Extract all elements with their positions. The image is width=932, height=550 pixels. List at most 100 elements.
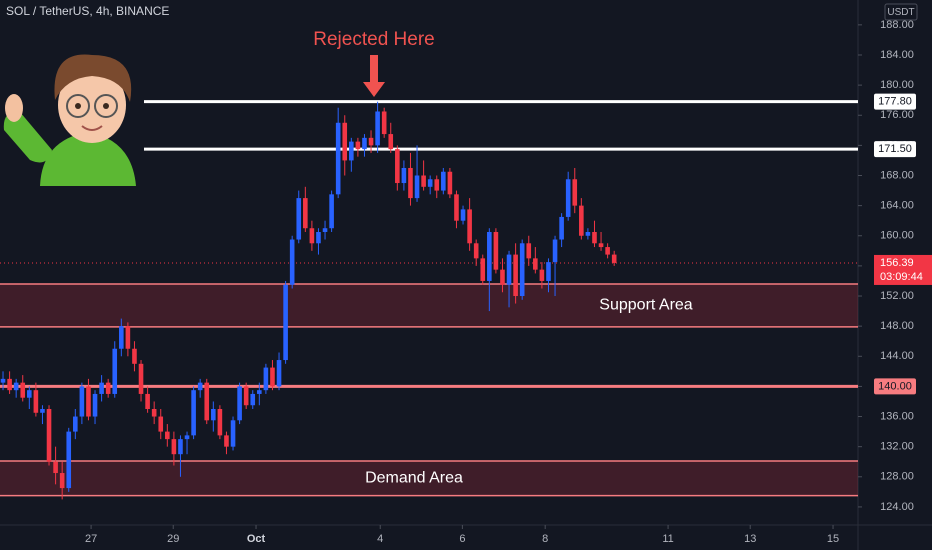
candle-body: [447, 171, 453, 195]
x-tick-label: 6: [459, 533, 465, 545]
zones: Support Area Demand Area: [0, 283, 858, 497]
candle-body: [184, 435, 190, 440]
candle-body: [105, 382, 111, 394]
y-tick-label: 164.00: [880, 200, 914, 212]
candle-body: [66, 431, 72, 489]
candle-body: [533, 258, 538, 270]
candle-body: [46, 409, 52, 462]
symbol-title: SOL / TetherUS, 4h, BINANCE: [6, 4, 169, 18]
candle-body: [178, 439, 183, 455]
candle-body: [73, 416, 78, 432]
candle-body: [13, 382, 19, 391]
hand: [5, 94, 23, 122]
candle-body: [309, 228, 315, 244]
candle-body: [467, 209, 472, 244]
candle-body: [132, 348, 137, 364]
x-tick-label: 4: [377, 533, 383, 545]
candle-body: [197, 382, 203, 391]
candle-body: [191, 390, 196, 436]
candle-body: [454, 194, 459, 221]
x-tick-label: 15: [827, 533, 839, 545]
candle-body: [165, 431, 170, 440]
candle-body: [40, 409, 45, 413]
level-tag-label: 140.00: [878, 380, 912, 392]
zone-label: Demand Area: [365, 470, 463, 487]
candle-body: [546, 262, 551, 281]
candle-body: [362, 137, 367, 150]
candle-body: [224, 435, 229, 447]
candle-body: [381, 111, 387, 135]
candle-body: [335, 122, 341, 195]
y-tick-label: 176.00: [880, 109, 914, 121]
candle-body: [434, 179, 440, 191]
candle-body: [145, 393, 150, 410]
candle-body: [217, 409, 223, 436]
candle-body: [401, 167, 407, 184]
candle-body: [441, 171, 446, 191]
candle-body: [230, 420, 236, 447]
y-tick-label: 152.00: [880, 290, 914, 302]
last-price-label: 156.39: [880, 257, 914, 269]
candle-body: [7, 378, 12, 391]
currency-box: [884, 3, 918, 21]
candle-body: [552, 239, 558, 263]
countdown: 03:09:44: [880, 271, 923, 283]
y-tick-label: 132.00: [880, 441, 914, 453]
level-tag: [874, 141, 916, 158]
y-tick-label: 148.00: [880, 320, 914, 332]
candle-body: [355, 141, 361, 150]
candle-body: [283, 284, 288, 361]
last-price-tag: [874, 254, 932, 285]
y-tick-label: 136.00: [880, 410, 914, 422]
zone-label: Support Area: [599, 297, 693, 314]
level-tag: [874, 378, 916, 395]
candle-body: [322, 228, 328, 232]
face: [58, 67, 126, 143]
candle-body: [342, 122, 348, 161]
zone: [0, 283, 858, 327]
candle-body: [349, 141, 354, 161]
candle-body: [526, 243, 532, 259]
y-tick-label: 188.00: [880, 19, 914, 31]
candle-body: [519, 243, 525, 297]
candle-body: [395, 149, 400, 184]
candle-body: [243, 386, 249, 406]
hair: [54, 54, 132, 102]
candle-body: [125, 326, 131, 349]
candle-body: [513, 254, 518, 297]
candle-body: [257, 390, 262, 394]
candle-body: [460, 209, 466, 221]
y-tick-label: 180.00: [880, 79, 914, 91]
candle-body: [53, 461, 58, 474]
y-tick-label: 184.00: [880, 49, 914, 61]
candle-body: [211, 409, 216, 421]
candle-body: [316, 231, 321, 244]
arrow-head: [363, 82, 385, 97]
candle-body: [158, 416, 164, 432]
candle-body: [250, 393, 256, 406]
candle-body: [0, 378, 6, 383]
glasses: [66, 94, 90, 118]
y-tick-label: 128.00: [880, 471, 914, 483]
arrow-shaft: [370, 55, 378, 83]
candle-body: [329, 194, 334, 229]
candle-body: [27, 390, 32, 398]
mouth: [81, 125, 103, 131]
candle-body: [592, 231, 597, 244]
candle-body: [579, 205, 584, 236]
candle-body: [99, 382, 104, 394]
arrow: [363, 55, 385, 97]
x-tick-label: 13: [744, 533, 756, 545]
eye: [103, 103, 109, 109]
candle-body: [151, 409, 157, 417]
candle-body: [408, 167, 413, 199]
candle-body: [368, 137, 374, 146]
level-tag-label: 177.80: [878, 96, 912, 108]
candle-body: [500, 269, 505, 285]
candle-body: [79, 386, 85, 417]
candle-body: [263, 367, 269, 391]
y-tick-label: 168.00: [880, 169, 914, 181]
candle-body: [112, 348, 118, 394]
level-tag: [874, 93, 916, 110]
